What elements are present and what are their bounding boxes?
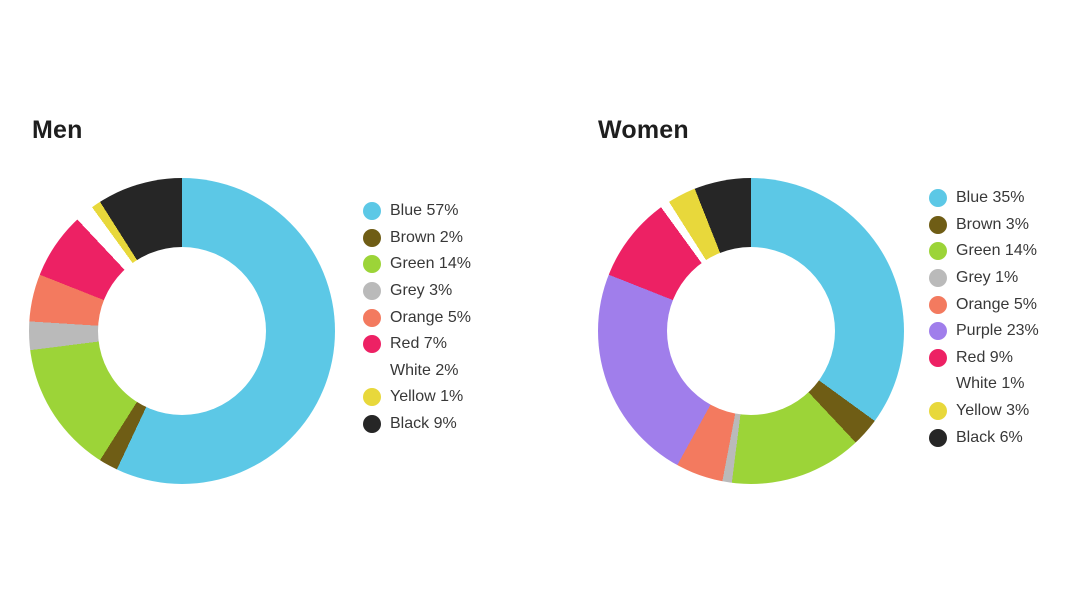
women-chart-title: Women (598, 116, 689, 144)
legend-label-orange: Orange 5% (956, 295, 1037, 313)
legend-swatch-black (363, 415, 381, 434)
legend-item-green: Green 14% (363, 251, 471, 278)
legend-swatch-white (929, 375, 947, 394)
legend-item-orange: Orange 5% (363, 304, 471, 331)
legend-label-blue: Blue 35% (956, 189, 1025, 207)
men-donut-chart (29, 178, 335, 484)
legend-label-yellow: Yellow 1% (390, 388, 464, 406)
legend-label-orange: Orange 5% (390, 308, 471, 326)
legend-label-brown: Brown 3% (956, 215, 1029, 233)
legend-label-red: Red 9% (956, 348, 1013, 366)
legend-label-white: White 2% (390, 361, 459, 379)
legend-swatch-black (929, 428, 947, 447)
legend-label-black: Black 9% (390, 415, 457, 433)
legend-swatch-green (363, 255, 381, 274)
legend-label-grey: Grey 1% (956, 269, 1019, 287)
legend-label-brown: Brown 2% (390, 228, 463, 246)
legend-label-red: Red 7% (390, 335, 447, 353)
legend-item-black: Black 9% (363, 411, 471, 438)
legend-swatch-white (363, 361, 381, 380)
legend-label-white: White 1% (956, 375, 1025, 393)
legend-label-green: Green 14% (956, 242, 1037, 260)
legend-swatch-blue (929, 189, 947, 208)
legend-item-brown: Brown 3% (929, 212, 1039, 239)
legend-swatch-orange (929, 295, 947, 314)
men-legend: Blue 57% Brown 2% Green 14% Grey 3% Orange 5… (363, 198, 471, 437)
legend-item-blue: Blue 57% (363, 198, 471, 225)
legend-label-purple: Purple 23% (956, 322, 1039, 340)
legend-item-grey: Grey 3% (363, 278, 471, 305)
legend-label-black: Black 6% (956, 428, 1023, 446)
men-chart-title: Men (32, 116, 83, 144)
legend-swatch-blue (363, 202, 381, 221)
legend-swatch-green (929, 242, 947, 261)
legend-swatch-yellow (929, 402, 947, 421)
legend-item-black: Black 6% (929, 424, 1039, 451)
legend-item-orange: Orange 5% (929, 291, 1039, 318)
legend-label-blue: Blue 57% (390, 202, 459, 220)
women-legend: Blue 35% Brown 3% Green 14% Grey 1% Orange 5… (929, 185, 1039, 451)
men-donut-hole (97, 246, 267, 416)
women-donut-hole (666, 246, 836, 416)
legend-swatch-brown (363, 228, 381, 247)
legend-item-purple: Purple 23% (929, 318, 1039, 345)
legend-swatch-purple (929, 322, 947, 341)
legend-item-brown: Brown 2% (363, 225, 471, 252)
legend-label-grey: Grey 3% (390, 282, 453, 300)
legend-item-blue: Blue 35% (929, 185, 1039, 212)
legend-swatch-grey (363, 282, 381, 301)
women-donut-chart (598, 178, 904, 484)
legend-item-red: Red 9% (929, 345, 1039, 372)
legend-item-red: Red 7% (363, 331, 471, 358)
legend-item-yellow: Yellow 1% (363, 384, 471, 411)
legend-item-white: White 1% (929, 371, 1039, 398)
legend-swatch-red (929, 348, 947, 367)
legend-swatch-yellow (363, 388, 381, 407)
legend-swatch-brown (929, 215, 947, 234)
legend-item-grey: Grey 1% (929, 265, 1039, 292)
legend-item-green: Green 14% (929, 238, 1039, 265)
legend-item-yellow: Yellow 3% (929, 398, 1039, 425)
legend-label-green: Green 14% (390, 255, 471, 273)
legend-item-white: White 2% (363, 358, 471, 385)
legend-label-yellow: Yellow 3% (956, 402, 1030, 420)
legend-swatch-red (363, 335, 381, 354)
legend-swatch-orange (363, 308, 381, 327)
legend-swatch-grey (929, 269, 947, 288)
